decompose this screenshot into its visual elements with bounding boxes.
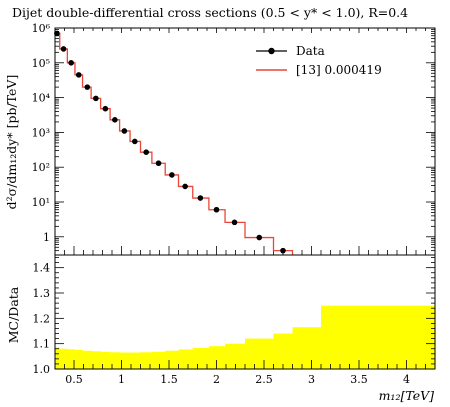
data-point <box>112 117 118 123</box>
legend-label-data: Data <box>296 44 325 58</box>
ratio-band-bin <box>67 349 76 369</box>
ratio-band-bin <box>55 347 61 369</box>
data-point <box>84 84 91 90</box>
ratio-band-layer <box>55 305 436 369</box>
data-point <box>231 219 238 226</box>
main-y-tick-label: 10³ <box>32 126 50 139</box>
ratio-band-bin <box>178 349 194 369</box>
ratio-y-axis-label: MC/Data <box>6 286 21 343</box>
main-plot-panel: 1 10¹ 10² 10³ 10⁴ 10⁵ 10⁶ <box>32 22 436 256</box>
ratio-band-bin <box>100 351 111 369</box>
data-point <box>256 234 263 241</box>
ratio-band-bin <box>321 305 436 369</box>
data-point <box>121 128 128 134</box>
data-point <box>197 195 204 201</box>
ratio-band-bin <box>140 352 153 369</box>
ratio-plot-frame <box>54 254 436 370</box>
ratio-band-bin <box>165 350 179 369</box>
data-point <box>93 95 99 102</box>
x-tick-label: 0.5 <box>65 373 83 386</box>
ratio-band-bin <box>130 352 141 369</box>
main-y-tick-label: 10⁶ <box>32 22 51 35</box>
data-point <box>102 105 109 112</box>
ratio-band-bin <box>119 352 131 369</box>
ratio-band-bin <box>192 347 210 369</box>
main-y-tick-label: 10¹ <box>32 196 50 209</box>
ratio-band-bin <box>59 348 68 369</box>
x-tick-label: 1 <box>118 373 125 386</box>
ratio-band-bin <box>225 343 246 369</box>
legend-data-marker <box>268 47 275 55</box>
ratio-band-bin <box>82 350 92 369</box>
ratio-band-bin <box>208 346 226 369</box>
x-tick-label: 4 <box>403 373 410 386</box>
main-y-tick-label: 1 <box>43 231 50 244</box>
ratio-y-tick-label: 1.4 <box>33 262 51 275</box>
data-point <box>68 60 74 66</box>
data-point <box>169 172 175 178</box>
data-point <box>75 72 82 78</box>
ratio-band-bin <box>273 333 293 369</box>
ratio-y-tick-label: 1.0 <box>33 363 51 376</box>
x-tick-label: 2 <box>213 373 220 386</box>
x-axis-label: m₁₂[TeV] <box>379 388 435 403</box>
data-point <box>60 46 67 52</box>
ratio-y-tick-label: 1.1 <box>33 338 51 351</box>
data-point <box>143 149 149 155</box>
ratio-band-bin <box>91 351 101 369</box>
ratio-band-bin <box>292 327 322 369</box>
legend-label-model: [13] 0.000419 <box>296 63 382 77</box>
chart-title: Dijet double-differential cross sections… <box>12 5 408 20</box>
x-tick-label: 3 <box>308 373 315 386</box>
data-point <box>280 247 286 254</box>
main-y-tick-label: 10⁵ <box>32 57 50 70</box>
main-y-tick-label: 10⁴ <box>32 92 51 105</box>
ratio-y-tick-label: 1.2 <box>33 312 51 325</box>
ratio-y-tick-label: 1.3 <box>33 287 51 300</box>
ratio-band-bin <box>74 350 83 369</box>
data-point <box>182 183 188 190</box>
ratio-y-tick-labels: 1.0 1.1 1.2 1.3 1.4 <box>33 262 51 376</box>
main-axis-ticks <box>54 27 436 256</box>
data-point <box>155 160 162 167</box>
ratio-plot-panel: 1.0 1.1 1.2 1.3 1.4 0.5 1 1.5 2 2.5 3 3.5 4 <box>33 254 436 386</box>
ratio-axis-ticks <box>54 257 436 370</box>
main-y-tick-label: 10² <box>32 161 50 174</box>
ratio-band-bin <box>151 351 166 369</box>
main-y-axis-label: d²σ/dm₁₂dy* [pb/TeV] <box>4 75 19 210</box>
data-point <box>132 138 138 145</box>
data-point <box>213 206 220 213</box>
ratio-band-bin <box>110 352 120 369</box>
legend: Data [13] 0.000419 <box>256 44 382 77</box>
ratio-band-bin <box>245 338 274 369</box>
x-tick-label: 1.5 <box>160 373 178 386</box>
x-tick-label: 2.5 <box>255 373 273 386</box>
model-step-line <box>55 32 294 255</box>
x-tick-label: 3.5 <box>350 373 368 386</box>
main-y-tick-labels: 1 10¹ 10² 10³ 10⁴ 10⁵ 10⁶ <box>32 22 51 244</box>
main-series-layer <box>54 30 294 255</box>
x-tick-labels: 0.5 1 1.5 2 2.5 3 3.5 4 <box>65 373 410 386</box>
